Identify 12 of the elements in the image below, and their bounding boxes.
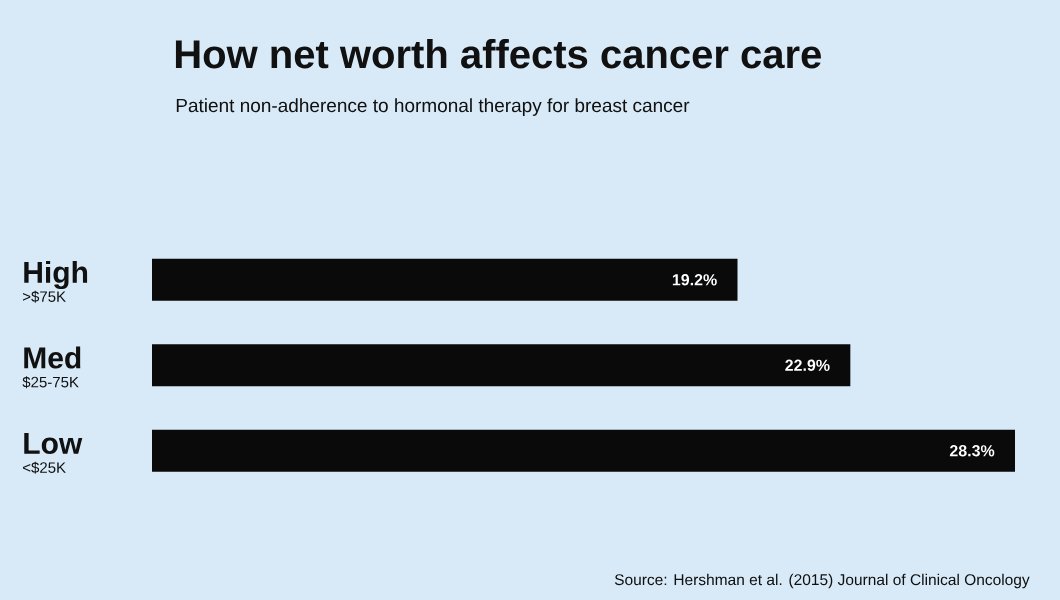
y-tick-label: Med — [24, 346, 81, 369]
y-tick-label: High — [24, 261, 88, 290]
y-tick-label: Low — [24, 433, 83, 455]
text: <$25K — [23, 461, 66, 474]
chart-title: How net worth affects cancer care — [175, 39, 821, 69]
text: >$75K — [23, 290, 66, 303]
text: $25-75K — [22, 376, 79, 389]
data-label: 28.3% — [949, 445, 995, 457]
chart-subtitle: Patient non-adherence to hormonal therapy for breast cancer — [176, 98, 690, 116]
data-label: 19.2% — [672, 274, 717, 286]
source-note: Source: Hershman et al. (2015) Journal of Clinical Oncology — [614, 573, 1030, 589]
data-label: 22.9% — [785, 359, 830, 371]
